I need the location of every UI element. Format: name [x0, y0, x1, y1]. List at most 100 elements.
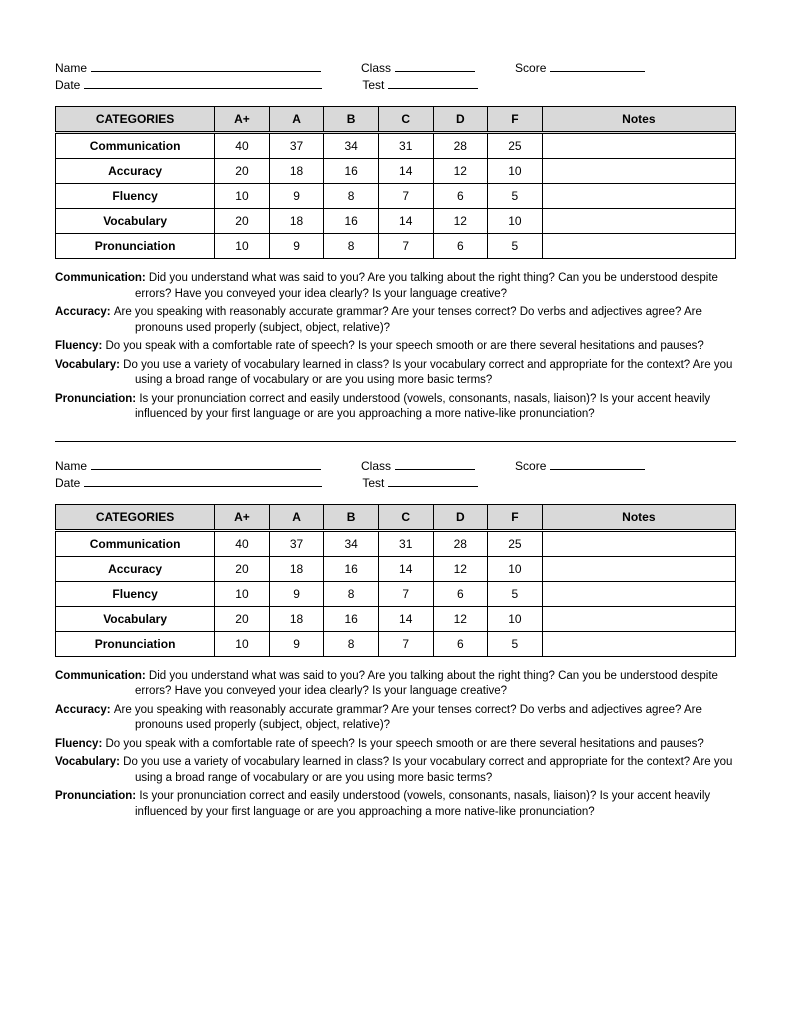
date-label: Date [55, 476, 80, 490]
header-c: C [378, 504, 433, 530]
category-label: Fluency [56, 581, 215, 606]
test-line[interactable] [388, 475, 478, 487]
notes-cell[interactable] [542, 606, 735, 631]
score-cell: 10 [215, 631, 270, 656]
score-cell: 10 [215, 234, 270, 259]
class-line[interactable] [395, 60, 475, 72]
score-cell: 12 [433, 556, 488, 581]
score-cell: 8 [324, 234, 379, 259]
date-line[interactable] [84, 475, 322, 487]
score-cell: 10 [488, 556, 543, 581]
definition-item: Fluency: Do you speak with a comfortable… [55, 737, 736, 753]
table-row: Pronunciation1098765 [56, 631, 736, 656]
table-body: Communication403734312825Accuracy2018161… [56, 530, 736, 656]
name-field: Name [55, 458, 321, 473]
score-cell: 37 [269, 133, 324, 159]
header-c: C [378, 107, 433, 133]
definition-text: Do you use a variety of vocabulary learn… [123, 756, 732, 784]
score-cell: 31 [378, 530, 433, 556]
definition-term: Communication: [55, 670, 149, 682]
score-label: Score [515, 459, 546, 473]
definition-item: Communication: Did you understand what w… [55, 271, 736, 302]
definition-text: Is your pronunciation correct and easily… [135, 790, 710, 818]
form-row-2: Date Test [55, 475, 736, 490]
rubric-block-2: Name Class Score Date Test CATEGORIES A+… [55, 458, 736, 821]
name-label: Name [55, 459, 87, 473]
header-notes: Notes [542, 107, 735, 133]
score-cell: 6 [433, 581, 488, 606]
definition-item: Accuracy: Are you speaking with reasonab… [55, 703, 736, 734]
notes-cell[interactable] [542, 133, 735, 159]
rubric-table: CATEGORIES A+ A B C D F Notes Communicat… [55, 106, 736, 259]
notes-cell[interactable] [542, 530, 735, 556]
name-field: Name [55, 60, 321, 75]
header-a: A [269, 107, 324, 133]
score-cell: 14 [378, 606, 433, 631]
separator [55, 441, 736, 442]
notes-cell[interactable] [542, 234, 735, 259]
score-cell: 18 [269, 556, 324, 581]
score-cell: 20 [215, 606, 270, 631]
score-cell: 5 [488, 631, 543, 656]
definition-text: Did you understand what was said to you?… [135, 272, 718, 300]
score-cell: 34 [324, 530, 379, 556]
category-label: Vocabulary [56, 209, 215, 234]
category-label: Pronunciation [56, 234, 215, 259]
category-label: Pronunciation [56, 631, 215, 656]
score-cell: 10 [488, 159, 543, 184]
definition-text: Do you use a variety of vocabulary learn… [123, 359, 732, 387]
definition-text: Did you understand what was said to you?… [135, 670, 718, 698]
table-row: Accuracy201816141210 [56, 159, 736, 184]
date-field: Date [55, 77, 322, 92]
definition-term: Pronunciation: [55, 393, 139, 405]
definition-term: Fluency: [55, 738, 105, 750]
score-cell: 25 [488, 530, 543, 556]
score-cell: 16 [324, 556, 379, 581]
score-cell: 28 [433, 133, 488, 159]
name-line[interactable] [91, 60, 321, 72]
definition-text: Do you speak with a comfortable rate of … [105, 738, 703, 750]
score-cell: 14 [378, 556, 433, 581]
header-f: F [488, 504, 543, 530]
name-line[interactable] [91, 458, 321, 470]
definition-item: Accuracy: Are you speaking with reasonab… [55, 305, 736, 336]
score-label: Score [515, 61, 546, 75]
rubric-table: CATEGORIES A+ A B C D F Notes Communicat… [55, 504, 736, 657]
definition-term: Vocabulary: [55, 359, 123, 371]
test-line[interactable] [388, 77, 478, 89]
definition-item: Pronunciation: Is your pronunciation cor… [55, 392, 736, 423]
score-line[interactable] [550, 458, 645, 470]
score-cell: 10 [488, 606, 543, 631]
score-cell: 40 [215, 530, 270, 556]
class-line[interactable] [395, 458, 475, 470]
notes-cell[interactable] [542, 556, 735, 581]
notes-cell[interactable] [542, 631, 735, 656]
score-cell: 7 [378, 631, 433, 656]
category-label: Communication [56, 530, 215, 556]
score-cell: 5 [488, 581, 543, 606]
score-line[interactable] [550, 60, 645, 72]
definition-term: Fluency: [55, 340, 105, 352]
score-cell: 31 [378, 133, 433, 159]
header-b: B [324, 107, 379, 133]
score-cell: 8 [324, 581, 379, 606]
notes-cell[interactable] [542, 184, 735, 209]
definition-item: Fluency: Do you speak with a comfortable… [55, 339, 736, 355]
score-cell: 7 [378, 184, 433, 209]
form-row-1: Name Class Score [55, 458, 736, 473]
notes-cell[interactable] [542, 159, 735, 184]
score-cell: 6 [433, 631, 488, 656]
score-cell: 28 [433, 530, 488, 556]
date-line[interactable] [84, 77, 322, 89]
notes-cell[interactable] [542, 209, 735, 234]
definition-term: Pronunciation: [55, 790, 139, 802]
score-cell: 20 [215, 209, 270, 234]
table-header-row: CATEGORIES A+ A B C D F Notes [56, 107, 736, 133]
class-label: Class [361, 459, 391, 473]
score-cell: 5 [488, 234, 543, 259]
score-cell: 8 [324, 184, 379, 209]
notes-cell[interactable] [542, 581, 735, 606]
category-label: Communication [56, 133, 215, 159]
header-a: A [269, 504, 324, 530]
table-row: Fluency1098765 [56, 581, 736, 606]
